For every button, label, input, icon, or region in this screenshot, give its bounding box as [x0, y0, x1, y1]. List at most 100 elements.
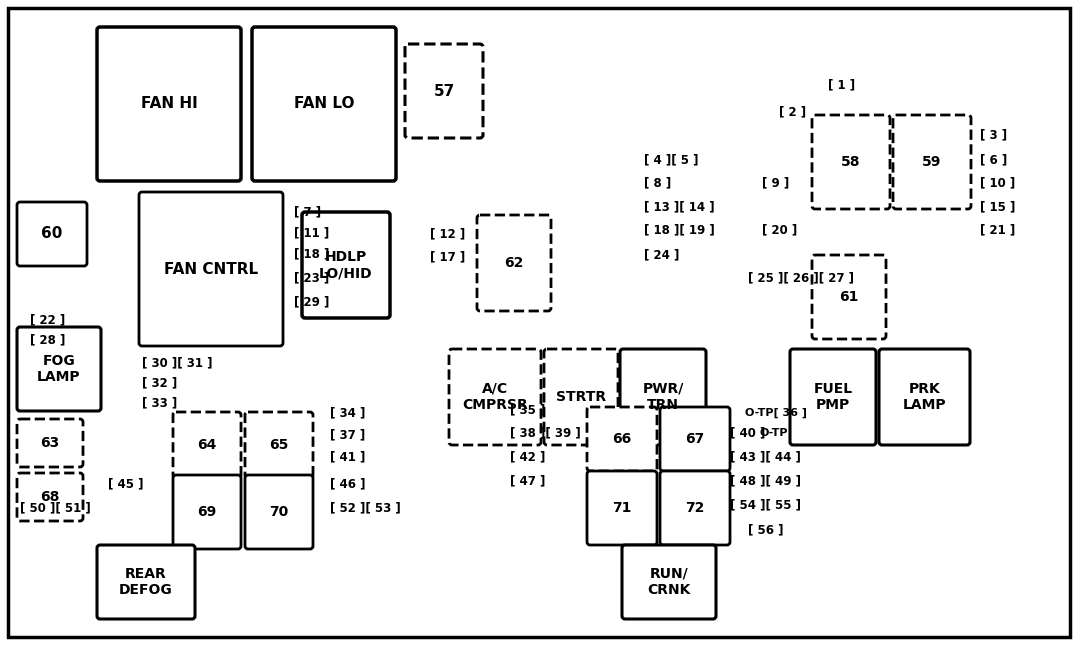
- FancyBboxPatch shape: [172, 412, 241, 478]
- Text: 67: 67: [686, 432, 705, 446]
- Text: [ 8 ]: [ 8 ]: [644, 177, 672, 190]
- FancyBboxPatch shape: [405, 44, 483, 138]
- Text: [ 54 ][ 55 ]: [ 54 ][ 55 ]: [730, 499, 801, 511]
- Text: A/C
CMPRSR: A/C CMPRSR: [462, 382, 528, 412]
- Text: RUN/
CRNK: RUN/ CRNK: [647, 567, 691, 597]
- Text: [ 30 ][ 31 ]: [ 30 ][ 31 ]: [142, 357, 212, 370]
- FancyBboxPatch shape: [302, 212, 390, 318]
- Text: [ 13 ][ 14 ]: [ 13 ][ 14 ]: [644, 201, 715, 213]
- FancyBboxPatch shape: [476, 215, 551, 311]
- Text: 57: 57: [433, 83, 455, 99]
- Text: [ 38 ][ 39 ]: [ 38 ][ 39 ]: [510, 426, 581, 439]
- Text: 60: 60: [41, 226, 63, 241]
- Text: [ 4 ][ 5 ]: [ 4 ][ 5 ]: [644, 154, 699, 166]
- Text: [ 28 ]: [ 28 ]: [30, 333, 66, 346]
- Text: [ 6 ]: [ 6 ]: [980, 154, 1007, 166]
- FancyBboxPatch shape: [660, 471, 730, 545]
- FancyBboxPatch shape: [620, 349, 706, 445]
- Text: 68: 68: [40, 490, 59, 504]
- FancyBboxPatch shape: [97, 545, 195, 619]
- Text: [ 12 ]: [ 12 ]: [430, 228, 466, 241]
- Text: [ 15 ]: [ 15 ]: [980, 201, 1015, 213]
- FancyBboxPatch shape: [622, 545, 716, 619]
- FancyBboxPatch shape: [245, 412, 313, 478]
- FancyBboxPatch shape: [879, 349, 970, 445]
- FancyBboxPatch shape: [17, 473, 83, 521]
- Text: FUEL
PMP: FUEL PMP: [814, 382, 853, 412]
- Text: O-TP[ 36 ]: O-TP[ 36 ]: [745, 408, 807, 418]
- Text: 71: 71: [612, 501, 632, 515]
- FancyBboxPatch shape: [812, 255, 886, 339]
- Text: [ 33 ]: [ 33 ]: [142, 397, 177, 410]
- FancyBboxPatch shape: [245, 475, 313, 549]
- FancyBboxPatch shape: [893, 115, 971, 209]
- FancyBboxPatch shape: [588, 407, 657, 471]
- Text: [ 7 ]: [ 7 ]: [294, 206, 321, 219]
- FancyBboxPatch shape: [790, 349, 876, 445]
- Text: FOG
LAMP: FOG LAMP: [37, 354, 81, 384]
- Text: [ 2 ]: [ 2 ]: [779, 106, 806, 119]
- Text: HDLP
LO/HID: HDLP LO/HID: [319, 250, 373, 280]
- FancyBboxPatch shape: [8, 8, 1070, 637]
- Text: 61: 61: [840, 290, 859, 304]
- Text: [ 22 ]: [ 22 ]: [30, 313, 66, 326]
- Text: [ 23 ]: [ 23 ]: [294, 272, 329, 284]
- Text: [ 1 ]: [ 1 ]: [828, 79, 855, 92]
- FancyBboxPatch shape: [97, 27, 241, 181]
- Text: [ 10 ]: [ 10 ]: [980, 177, 1015, 190]
- Text: [ 9 ]: [ 9 ]: [762, 177, 789, 190]
- Text: [ 25 ][ 26 ][ 27 ]: [ 25 ][ 26 ][ 27 ]: [748, 272, 854, 284]
- FancyBboxPatch shape: [544, 349, 618, 445]
- FancyBboxPatch shape: [17, 327, 101, 411]
- Text: 63: 63: [40, 436, 59, 450]
- FancyBboxPatch shape: [660, 407, 730, 471]
- Text: [ 20 ]: [ 20 ]: [762, 224, 798, 237]
- FancyBboxPatch shape: [17, 419, 83, 467]
- Text: [ 32 ]: [ 32 ]: [142, 377, 177, 390]
- Text: [ 3 ]: [ 3 ]: [980, 128, 1007, 141]
- Text: FAN HI: FAN HI: [140, 97, 197, 112]
- Text: 70: 70: [270, 505, 289, 519]
- Text: PRK
LAMP: PRK LAMP: [902, 382, 946, 412]
- Text: REAR
DEFOG: REAR DEFOG: [120, 567, 172, 597]
- Text: [ 52 ][ 53 ]: [ 52 ][ 53 ]: [330, 502, 401, 515]
- Text: O-TP: O-TP: [759, 428, 788, 438]
- FancyBboxPatch shape: [450, 349, 541, 445]
- Text: [ 37 ]: [ 37 ]: [330, 428, 365, 441]
- FancyBboxPatch shape: [139, 192, 284, 346]
- Text: [ 45 ]: [ 45 ]: [108, 477, 143, 490]
- Text: FAN CNTRL: FAN CNTRL: [164, 261, 258, 277]
- Text: [ 50 ][ 51 ]: [ 50 ][ 51 ]: [20, 502, 91, 515]
- Text: [ 18 ]: [ 18 ]: [294, 248, 330, 261]
- Text: [ 29 ]: [ 29 ]: [294, 295, 330, 308]
- FancyBboxPatch shape: [252, 27, 396, 181]
- FancyBboxPatch shape: [588, 471, 657, 545]
- Text: 62: 62: [505, 256, 524, 270]
- Text: 72: 72: [686, 501, 705, 515]
- Text: [ 47 ]: [ 47 ]: [510, 475, 545, 488]
- FancyBboxPatch shape: [812, 115, 890, 209]
- Text: [ 41 ]: [ 41 ]: [330, 450, 365, 464]
- Text: 58: 58: [841, 155, 860, 169]
- Text: 65: 65: [270, 438, 289, 452]
- Text: [ 21 ]: [ 21 ]: [980, 224, 1015, 237]
- Text: [ 17 ]: [ 17 ]: [430, 250, 466, 264]
- Text: 59: 59: [923, 155, 942, 169]
- Text: STRTR: STRTR: [556, 390, 606, 404]
- Text: PWR/
TRN: PWR/ TRN: [642, 382, 683, 412]
- Text: [ 48 ][ 49 ]: [ 48 ][ 49 ]: [730, 475, 801, 488]
- Text: [ 18 ][ 19 ]: [ 18 ][ 19 ]: [644, 224, 715, 237]
- Text: [ 11 ]: [ 11 ]: [294, 226, 329, 239]
- Text: [ 42 ]: [ 42 ]: [510, 450, 545, 464]
- Text: [ 43 ][ 44 ]: [ 43 ][ 44 ]: [730, 450, 801, 464]
- Text: [ 40 ]: [ 40 ]: [730, 426, 765, 439]
- FancyBboxPatch shape: [172, 475, 241, 549]
- Text: 64: 64: [197, 438, 217, 452]
- Text: FAN LO: FAN LO: [293, 97, 355, 112]
- Text: [ 56 ]: [ 56 ]: [748, 524, 784, 537]
- Text: 69: 69: [197, 505, 217, 519]
- Text: [ 24 ]: [ 24 ]: [644, 248, 679, 261]
- FancyBboxPatch shape: [17, 202, 87, 266]
- Text: 66: 66: [612, 432, 632, 446]
- Text: [ 34 ]: [ 34 ]: [330, 406, 365, 419]
